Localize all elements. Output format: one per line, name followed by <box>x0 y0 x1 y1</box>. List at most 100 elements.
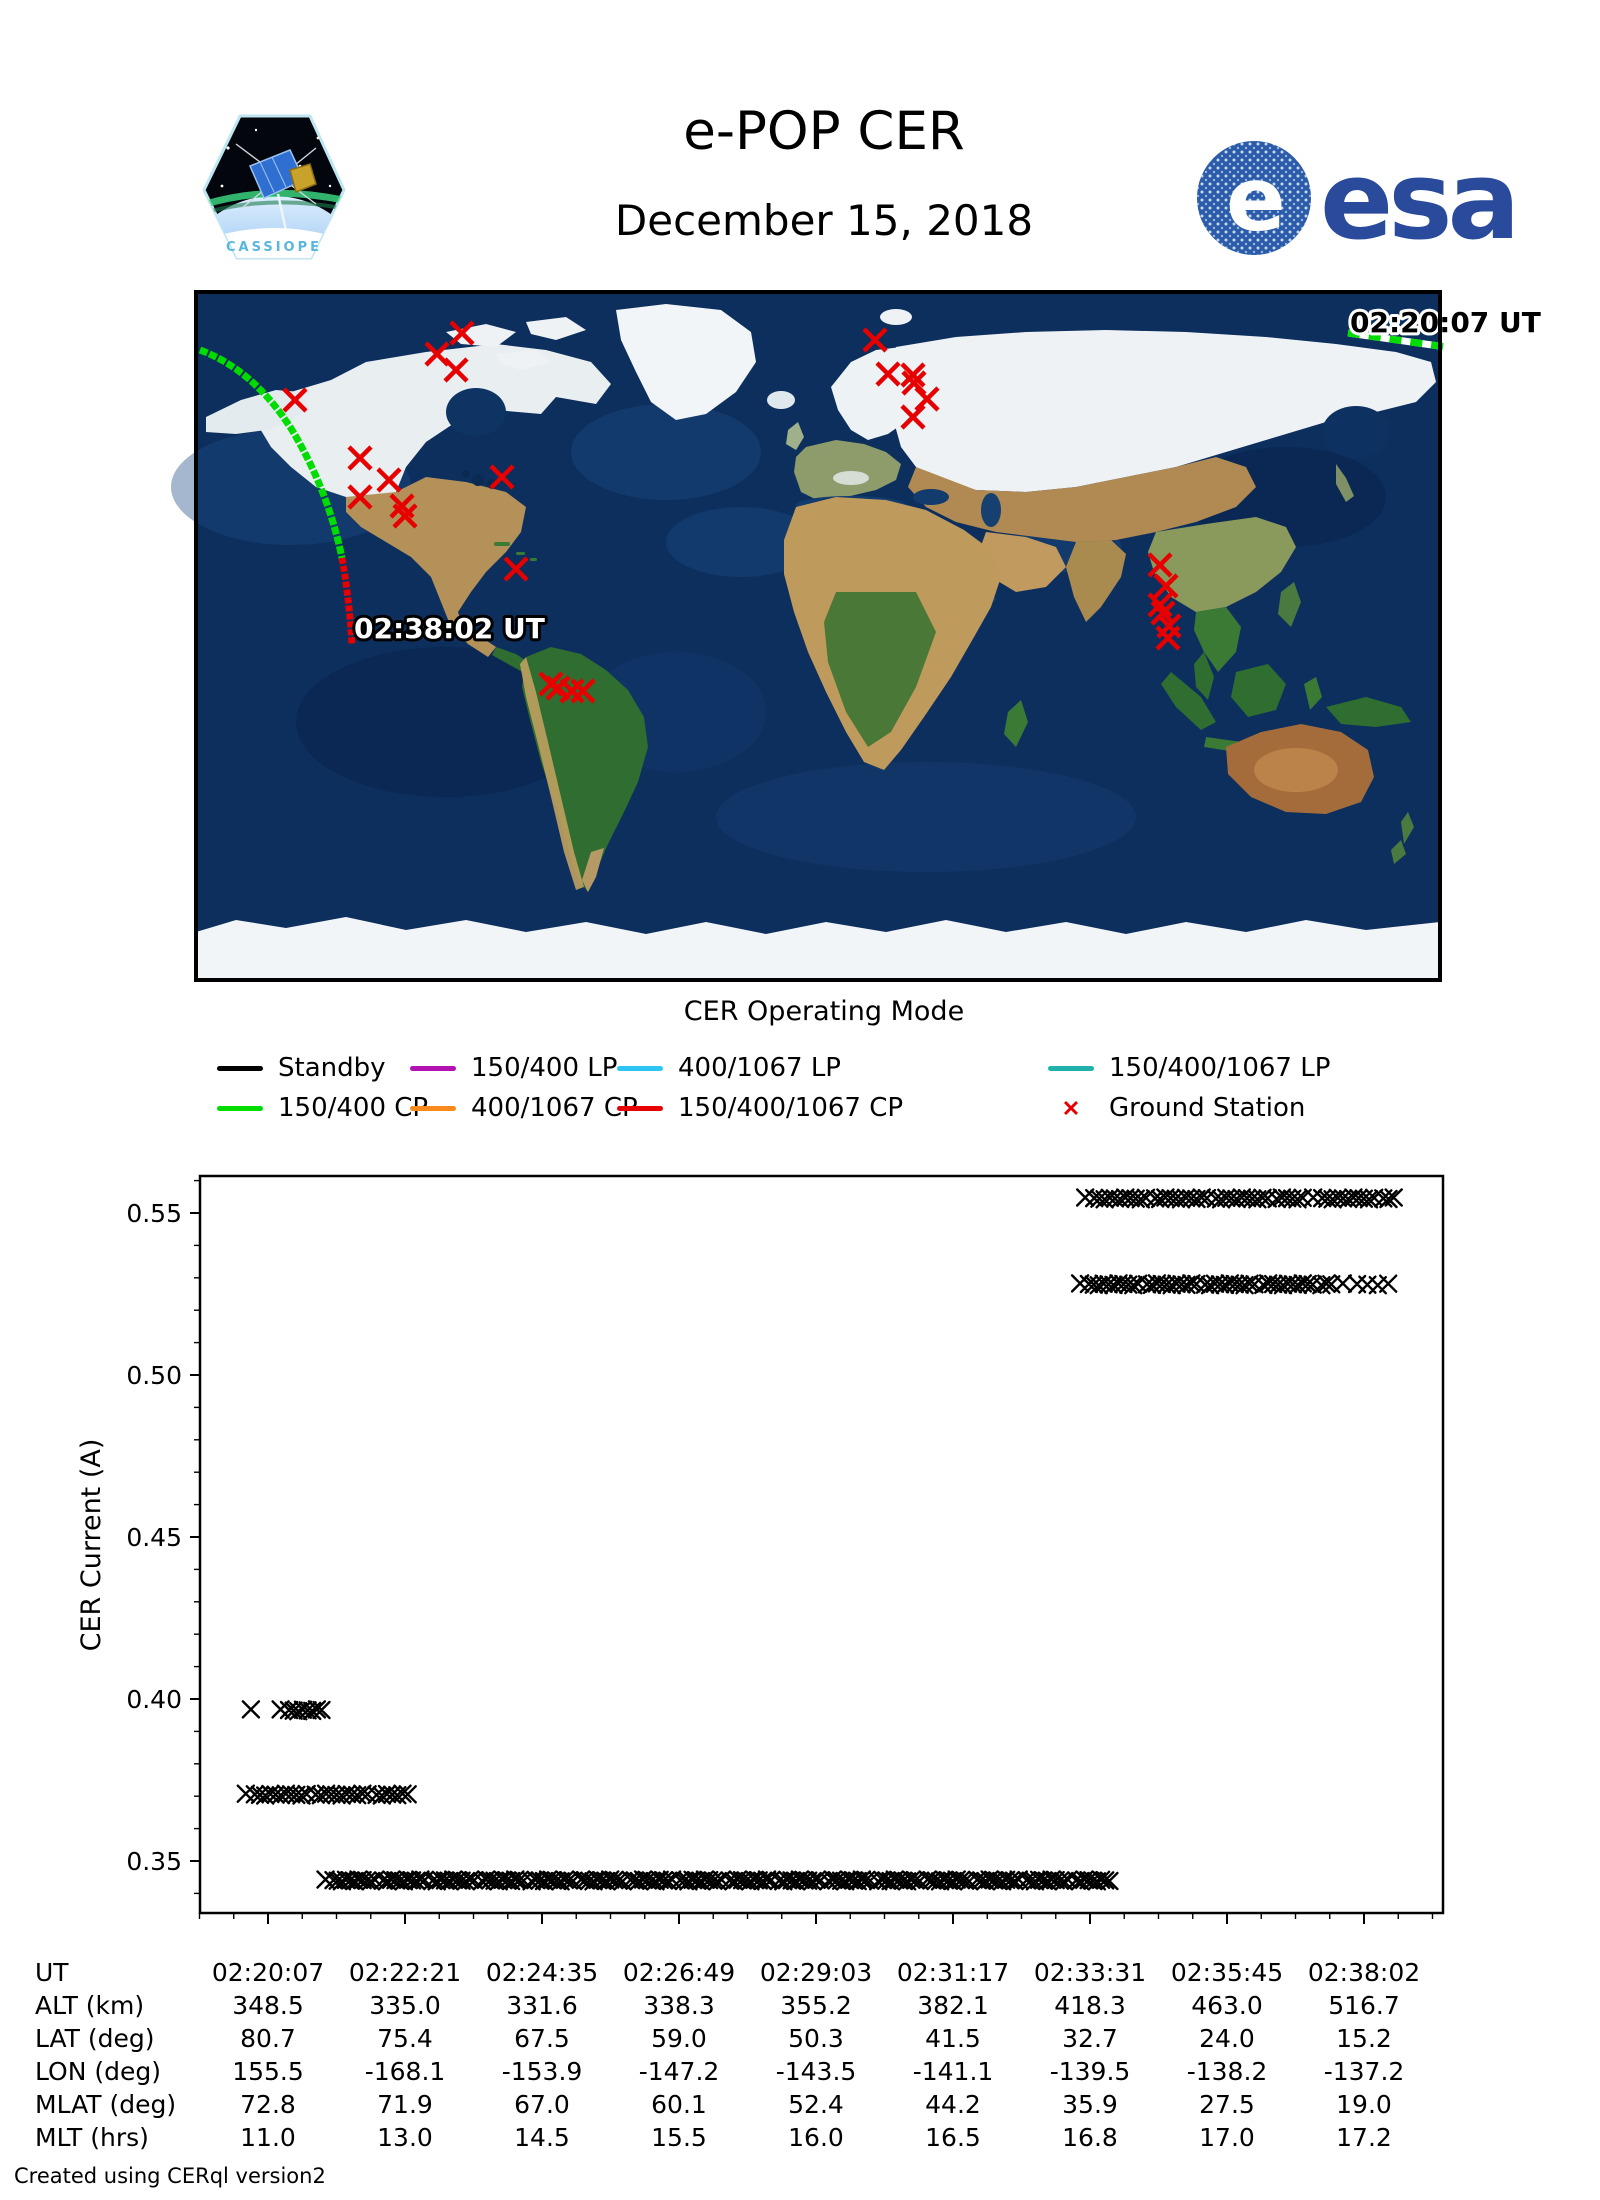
ground-station-marker <box>875 361 901 387</box>
legend-item: 150/400/1067 CP <box>617 1090 903 1126</box>
table-cell: 17.2 <box>1336 2123 1392 2152</box>
plot-frame <box>198 1174 1445 1915</box>
scatter-segment <box>271 1700 331 1721</box>
table-cell: 32.7 <box>1062 2024 1118 2053</box>
table-row-label: UT <box>35 1958 69 1987</box>
x-tick-time-label: 02:20:07 <box>211 1958 325 1987</box>
table-row-label: MLT (hrs) <box>35 2123 149 2152</box>
table-cell: 335.0 <box>369 1991 441 2020</box>
table-cell: -147.2 <box>638 2057 720 2086</box>
table-cell: 67.5 <box>514 2024 570 2053</box>
table-cell: 41.5 <box>925 2024 981 2053</box>
legend-color-line <box>217 1105 263 1111</box>
table-cell: -137.2 <box>1323 2057 1405 2086</box>
table-cell: -168.1 <box>364 2057 446 2086</box>
table-cell: 52.4 <box>788 2090 844 2119</box>
world-map: 02:20:07 UT 02:38:02 UT <box>171 290 1544 982</box>
table-cell: -139.5 <box>1049 2057 1131 2086</box>
y-axis-label: CER Current (A) <box>76 1439 107 1652</box>
scatter-markers <box>236 1188 1403 1891</box>
ground-station-marker <box>1153 573 1179 599</box>
ground-station-marker <box>862 327 888 353</box>
ground-station-marker <box>489 464 515 490</box>
table-cell: 382.1 <box>917 1991 989 2020</box>
ground-station-marker <box>392 503 418 529</box>
table-cell: 35.9 <box>1062 2090 1118 2119</box>
ground-station-marker <box>1147 592 1173 618</box>
table-cell: 60.1 <box>651 2090 707 2119</box>
table-cell: 24.0 <box>1199 2024 1255 2053</box>
table-cell: 348.5 <box>232 1991 304 2020</box>
legend-item: Ground Station <box>1048 1090 1305 1126</box>
ground-stations <box>282 320 1182 704</box>
y-tick-labels: 0.35 0.40 0.45 0.50 0.55 <box>126 1199 182 1876</box>
legend-item-label: 150/400 LP <box>471 1053 618 1083</box>
table-cell: -143.5 <box>775 2057 857 2086</box>
table-cell: 67.0 <box>514 2090 570 2119</box>
table-cell: 71.9 <box>377 2090 433 2119</box>
track-end-time: 02:38:02 UT <box>354 612 545 645</box>
legend-item: 400/1067 LP <box>617 1050 841 1086</box>
scatter-segment <box>1333 1274 1398 1295</box>
ground-station-marker <box>1147 552 1173 578</box>
x-tick-time-label: 02:38:02 <box>1307 1958 1421 1987</box>
table-row-label: LAT (deg) <box>35 2024 155 2053</box>
scatter-segment <box>241 1700 261 1719</box>
ground-station-marker <box>1150 600 1176 626</box>
table-row-label: LON (deg) <box>35 2057 161 2086</box>
cer-current-plot: 0.35 0.40 0.45 0.50 0.55 CER Current (A) <box>76 1174 1445 1924</box>
ground-station-marker <box>900 404 926 430</box>
x-tick-time-label: 02:22:21 <box>348 1958 462 1987</box>
y-tick-label: 0.50 <box>126 1361 182 1390</box>
legend-title: CER Operating Mode <box>683 996 965 1027</box>
ground-station-marker <box>347 484 373 510</box>
table-cell: 15.2 <box>1336 2024 1392 2053</box>
table-row-label: ALT (km) <box>35 1991 145 2020</box>
scatter-segment <box>1070 1274 1341 1295</box>
legend-color-line <box>410 1105 456 1111</box>
x-tick-time-label: 02:35:45 <box>1170 1958 1284 1987</box>
ground-station-marker <box>914 386 940 412</box>
track-segment-dashed-green <box>1347 329 1447 351</box>
legend-item-label: Ground Station <box>1109 1093 1306 1123</box>
ground-station-marker-icon <box>1063 1100 1079 1116</box>
table-row-label: MLAT (deg) <box>35 2090 177 2119</box>
map-border <box>194 290 1442 982</box>
legend-color-line <box>617 1065 663 1071</box>
legend-item: 150/400/1067 LP <box>1048 1050 1330 1086</box>
ground-station-marker <box>443 357 469 383</box>
table-cell: 418.3 <box>1054 1991 1126 2020</box>
table-cell: -141.1 <box>912 2057 994 2086</box>
scatter-segment <box>1304 1188 1403 1209</box>
esa-logo: e esa <box>1197 139 1520 264</box>
legend-item-label: 400/1067 LP <box>678 1053 841 1083</box>
y-tick-label: 0.35 <box>126 1847 182 1876</box>
legend-color-line <box>1048 1065 1094 1071</box>
table-cell: 50.3 <box>788 2024 844 2053</box>
legend-item: 150/400 CP <box>217 1090 428 1126</box>
legend-item-label: 150/400/1067 CP <box>678 1093 904 1123</box>
ground-station-marker <box>347 445 373 471</box>
ground-station-marker <box>503 556 529 582</box>
x-tick-time-label: 02:29:03 <box>759 1958 873 1987</box>
y-tick-label: 0.40 <box>126 1685 182 1714</box>
x-tick-time-label: 02:33:31 <box>1033 1958 1147 1987</box>
table-cell: 331.6 <box>506 1991 578 2020</box>
y-tick-label: 0.55 <box>126 1199 182 1228</box>
table-cell: 75.4 <box>377 2024 433 2053</box>
cassiope-mission-logo: CASSIOPE <box>202 114 346 260</box>
table-cell: 80.7 <box>240 2024 296 2053</box>
table-cell: -153.9 <box>501 2057 583 2086</box>
scatter-segment <box>236 1784 417 1805</box>
page-title: e-POP CER <box>683 101 965 162</box>
ground-station-marker <box>900 362 926 388</box>
legend-item: Standby <box>217 1050 386 1086</box>
table-cell: 516.7 <box>1328 1991 1400 2020</box>
legend-color-line <box>617 1105 663 1111</box>
table-cell: 15.5 <box>651 2123 707 2152</box>
table-cell: 19.0 <box>1336 2090 1392 2119</box>
legend-color-line <box>217 1065 263 1071</box>
table-cell: 27.5 <box>1199 2090 1255 2119</box>
ground-station-marker <box>559 678 585 704</box>
table-cell: 14.5 <box>514 2123 570 2152</box>
